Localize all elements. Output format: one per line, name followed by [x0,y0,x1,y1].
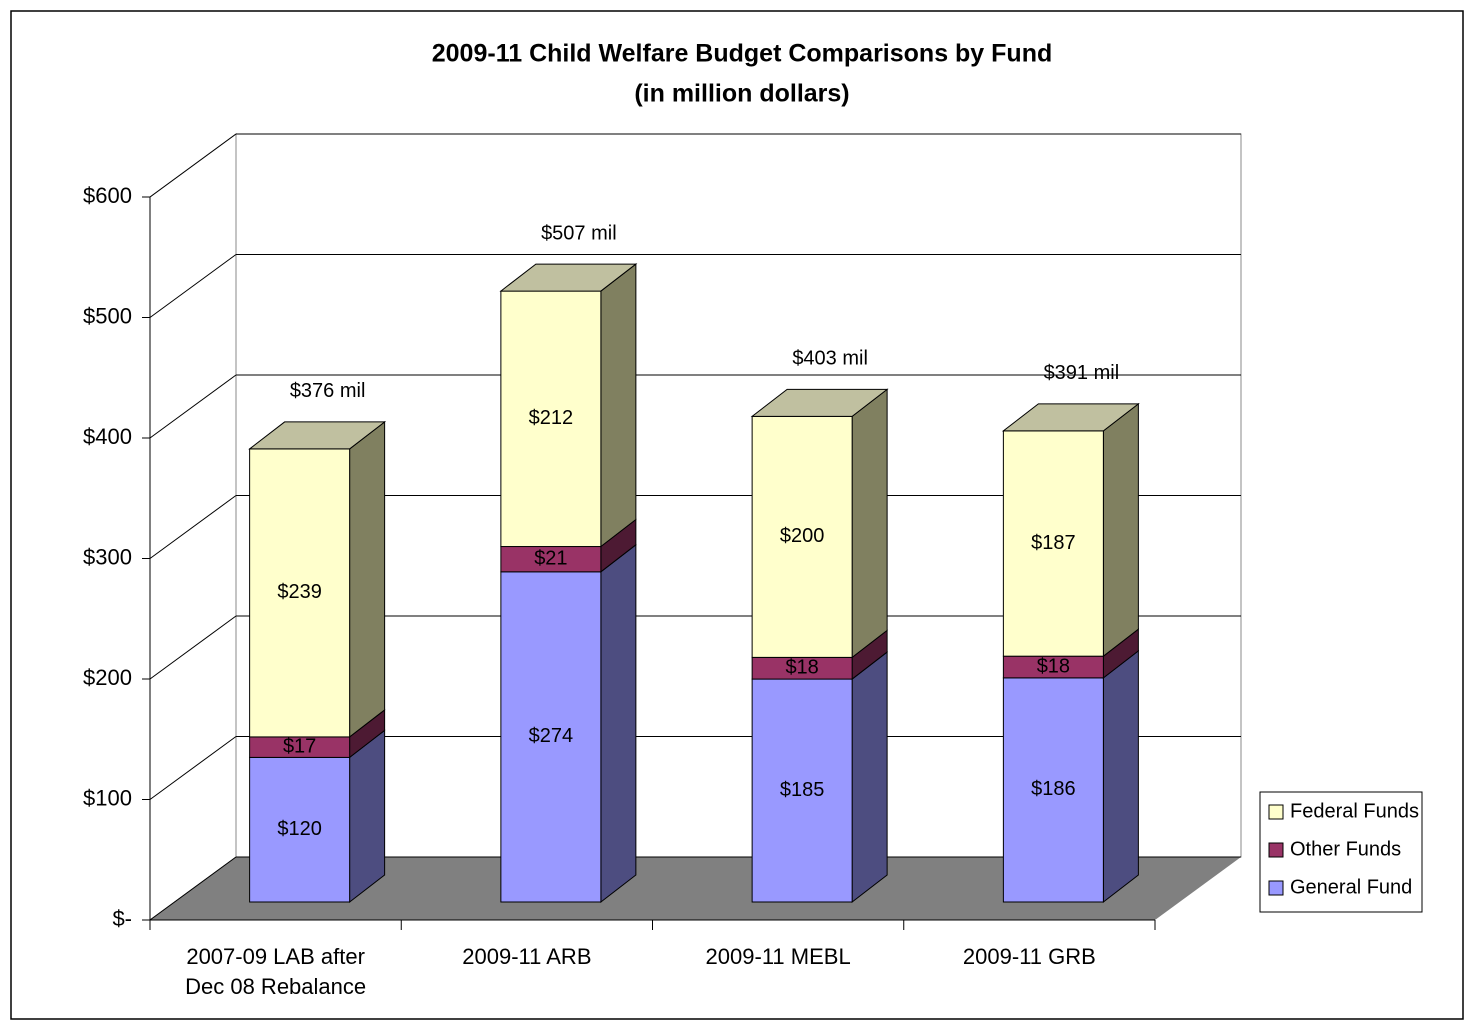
legend-swatch [1268,880,1284,896]
bar-top [499,263,638,292]
grid-line [149,133,237,198]
grid-line [149,495,237,559]
y-tick-label: $- [112,906,132,931]
value-label: $239 [277,581,322,603]
bar-side [349,729,386,904]
value-label: $200 [780,525,825,547]
bar-side [600,263,637,548]
grid-line [149,736,237,800]
value-label: $185 [780,779,825,801]
value-label: $187 [1031,532,1076,554]
bar-segment [1002,677,1104,903]
bar-segment [500,571,602,903]
total-label: $376 mil [290,380,366,402]
bar-segment [500,546,602,573]
chart-title: 2009-11 Child Welfare Budget Comparisons… [432,40,1053,68]
chart-subtitle: (in million dollars) [634,80,849,108]
legend-label: Federal Funds [1290,800,1419,822]
bar-side [1102,402,1139,658]
x-tick-label: 2007-09 LAB after Dec 08 Rebalance [185,944,367,999]
bar-side [600,543,637,904]
bar-side [851,388,888,659]
grid-line [149,856,237,921]
y-tick-label: $100 [83,785,132,810]
total-label: $507 mil [541,222,617,244]
value-label: $18 [1037,655,1070,677]
grid-line [149,254,237,318]
legend-box [1259,791,1423,913]
legend-swatch [1268,804,1284,820]
plot: $- $100 $200 $300 $400 $500 $600 $120 $17 $239 $37… [83,133,1423,931]
y-tick-label: $200 [83,665,132,690]
floor [150,857,1241,920]
legend-swatch [1268,842,1284,858]
bar-side [349,420,386,738]
total-label: $391 mil [1044,362,1120,384]
bar-segment [751,678,853,903]
bar-top [248,421,387,450]
y-tick-label: $500 [83,303,132,328]
value-label: $21 [534,547,567,569]
value-label: $120 [277,818,322,840]
legend-label: General Fund [1290,876,1412,898]
legend-label: Other Funds [1290,838,1401,860]
bar-segment [1002,430,1104,657]
x-tick-label: 2009-11 GRB [962,944,1096,969]
value-label: $212 [529,407,574,429]
total-label: $403 mil [792,348,868,370]
bar-side [1102,649,1139,904]
y-tick-label: $600 [83,183,132,208]
grid-line [149,374,237,439]
bar-segment [751,415,853,658]
value-label: $17 [283,735,316,757]
y-tick-label: $300 [83,544,132,569]
x-tick-label: 2009-11 MEBL [705,944,851,969]
bar-top [1001,403,1140,432]
grid-line [149,615,237,680]
bar-segment [500,290,602,548]
bar-top [750,388,889,417]
value-label: $274 [529,725,574,747]
x-tick-label: 2009-11 ARB [462,944,592,969]
y-tick-label: $400 [83,424,132,449]
bar-segment [249,448,351,738]
value-label: $18 [785,657,818,679]
bar-side [851,651,888,904]
value-label: $186 [1031,778,1076,800]
